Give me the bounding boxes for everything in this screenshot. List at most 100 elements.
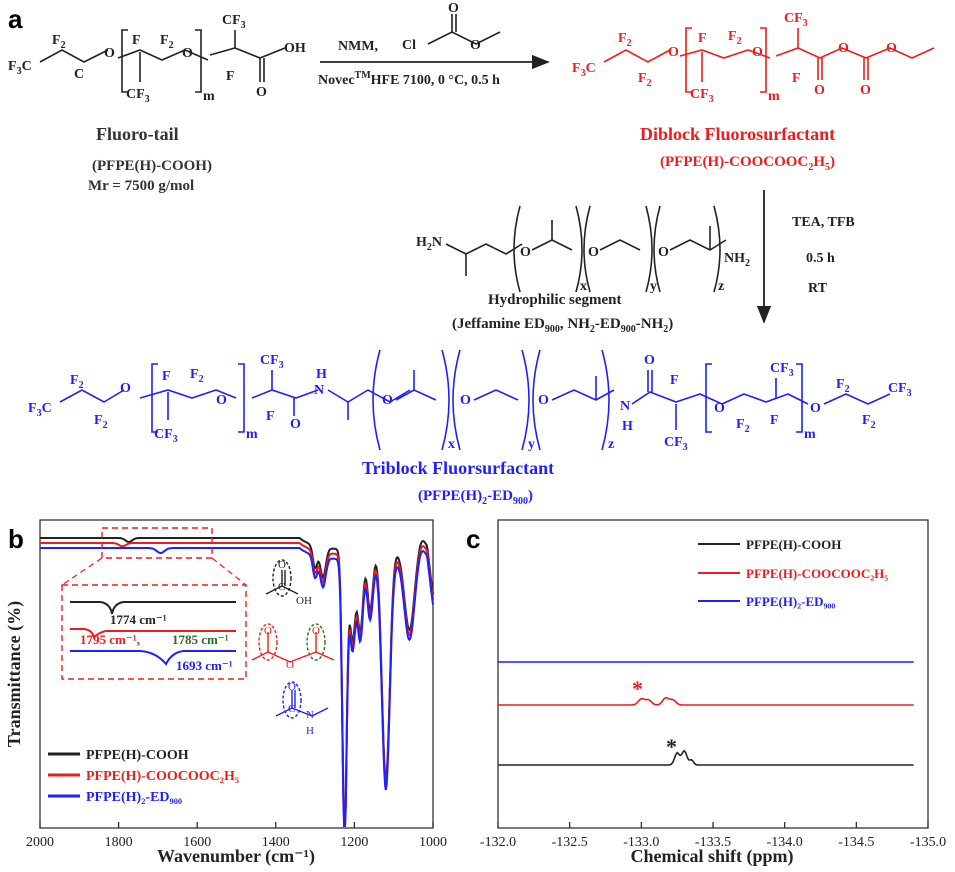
svg-text:z: z [718, 279, 724, 294]
panel-label-c: c [466, 524, 480, 554]
svg-text:O: O [278, 559, 286, 571]
svg-text:CF3: CF3 [260, 353, 284, 371]
svg-text:z: z [608, 437, 614, 452]
svg-text:O: O [814, 83, 825, 98]
y-axis-label-b: Transmittance (%) [4, 601, 25, 747]
x-tick-label-b: 1600 [183, 835, 211, 850]
reaction-conditions: NovecTMHFE 7100, 0 °C, 0.5 h [318, 70, 500, 88]
svg-text:O: O [538, 393, 549, 408]
svg-text:C: C [288, 703, 295, 715]
diblock-formula: (PFPE(H)-COOCOOC2H5) [660, 154, 835, 173]
svg-text:O: O [860, 83, 871, 98]
svg-text:CF3: CF3 [784, 11, 808, 29]
svg-text:O: O [216, 393, 227, 408]
triblock-formula: (PFPE(H)2-ED900) [418, 488, 533, 507]
svg-text:N: N [620, 399, 630, 414]
svg-text:O: O [470, 38, 481, 53]
svg-text:CF3: CF3 [126, 87, 150, 105]
svg-text:F: F [792, 71, 801, 86]
svg-text:y: y [528, 437, 535, 452]
x-tick-label-b: 1400 [262, 835, 290, 850]
amide-group-sketch: O C N H [275, 681, 329, 737]
oh-label: OH [296, 595, 312, 607]
annot-1785: 1785 cm⁻¹ [172, 632, 229, 647]
svg-text:NH2: NH2 [724, 251, 750, 269]
svg-text:F: F [698, 31, 707, 46]
svg-text:O: O [382, 393, 393, 408]
legend-b-item-1: PFPE(H)-COOCOOC₂H₅ [86, 769, 239, 784]
peak-marker-black: * [666, 734, 677, 759]
svg-text:F2: F2 [94, 413, 108, 431]
legend-c-item-0: PFPE(H)-COOH [746, 537, 841, 552]
svg-text:F2: F2 [728, 29, 742, 47]
step2-cond-2: 0.5 h [806, 251, 835, 266]
panel-label-a: a [8, 4, 23, 34]
svg-text:CF3: CF3 [664, 435, 688, 453]
svg-text:O: O [104, 46, 115, 61]
legend-b-item-0: PFPE(H)-COOH [86, 748, 189, 763]
svg-text:O: O [288, 681, 296, 693]
svg-text:F2: F2 [190, 367, 204, 385]
legend-c-item-1: PFPE(H)-COOCOOC₂H₅ [746, 566, 888, 581]
svg-text:H: H [316, 367, 327, 382]
diblock-name: Diblock Fluorosurfactant [640, 124, 835, 144]
svg-text:F3C: F3C [572, 61, 596, 79]
triblock-name: Triblock Fluorsurfactant [362, 458, 554, 478]
svg-text:O: O [520, 245, 531, 260]
svg-text:m: m [203, 89, 215, 104]
svg-text:y: y [650, 279, 657, 294]
svg-text:F: F [132, 33, 141, 48]
triblock-structure: F3C F2 F2 O F F2 CF3 O m CF3 F O N H O [28, 349, 912, 453]
panel-c: c -132.0 -132.5 -133.0 -133.5 -134.0 -134.5 -1… [466, 519, 946, 867]
nmr-series-pfpe-anhydride [498, 696, 914, 706]
anhydride-group-sketch: O O O [251, 623, 335, 671]
svg-text:H: H [622, 419, 633, 434]
ethyl-chloroformate-structure [427, 14, 501, 45]
svg-text:F: F [226, 69, 235, 84]
svg-text:CF3: CF3 [154, 427, 178, 445]
h-label: H [306, 725, 314, 737]
x-axis-label-b: Wavenumber (cm⁻¹) [157, 846, 315, 867]
x-tick-label-c: -133.5 [695, 835, 731, 850]
x-tick-label-b: 1000 [419, 835, 447, 850]
svg-text:O: O [264, 625, 272, 637]
svg-text:x: x [580, 279, 587, 294]
peak-marker-red: * [632, 676, 643, 701]
svg-text:F2: F2 [736, 417, 750, 435]
svg-text:F3C: F3C [8, 59, 32, 77]
svg-text:OH: OH [284, 41, 306, 56]
svg-text:F2: F2 [160, 33, 174, 51]
svg-text:F2: F2 [862, 413, 876, 431]
annot-1693: 1693 cm⁻¹ [176, 658, 233, 673]
svg-text:O: O [290, 417, 301, 432]
x-axis-label-c: Chemical shift (ppm) [631, 846, 794, 867]
hydrophilic-structure: H2N O x O y O z NH2 [416, 205, 750, 294]
svg-text:O: O [810, 401, 821, 416]
svg-text:N: N [314, 383, 324, 398]
legend-c-item-2: PFPE(H)₂-ED₉₀₀ [746, 594, 835, 609]
x-tick-label-c: -132.0 [480, 835, 516, 850]
svg-text:O: O [312, 625, 320, 637]
svg-text:F2: F2 [638, 71, 652, 89]
zoom-source-box [101, 527, 213, 559]
svg-text:O: O [714, 401, 725, 416]
svg-text:O: O [448, 1, 459, 16]
diblock-structure: F3C F2 F2 O F F2 CF3 O m CF3 F O O O O [572, 11, 935, 105]
svg-text:F: F [266, 409, 275, 424]
svg-text:O: O [668, 45, 679, 60]
x-tick-label-c: -134.0 [767, 835, 803, 850]
svg-text:CF3: CF3 [770, 361, 794, 379]
svg-text:O: O [256, 85, 267, 100]
panel-label-b: b [8, 524, 24, 554]
svg-text:F2: F2 [70, 373, 84, 391]
reagent-cl: Cl [402, 38, 416, 53]
annot-1795: 1795 cm⁻¹, [80, 632, 140, 647]
svg-text:O: O [286, 659, 294, 671]
x-tick-label-c: -134.5 [838, 835, 874, 850]
svg-text:F2: F2 [836, 377, 850, 395]
panel-b: b 2000 1800 1600 1400 1200 1000 Wavenumber (c… [4, 519, 447, 867]
fluoro-tail-structure: F3C F2 C O F F2 CF3 O m CF3 F OH O [8, 13, 306, 105]
x-tick-label-c: -135.0 [910, 835, 946, 850]
nmr-series-pfpe-cooh [498, 749, 914, 766]
